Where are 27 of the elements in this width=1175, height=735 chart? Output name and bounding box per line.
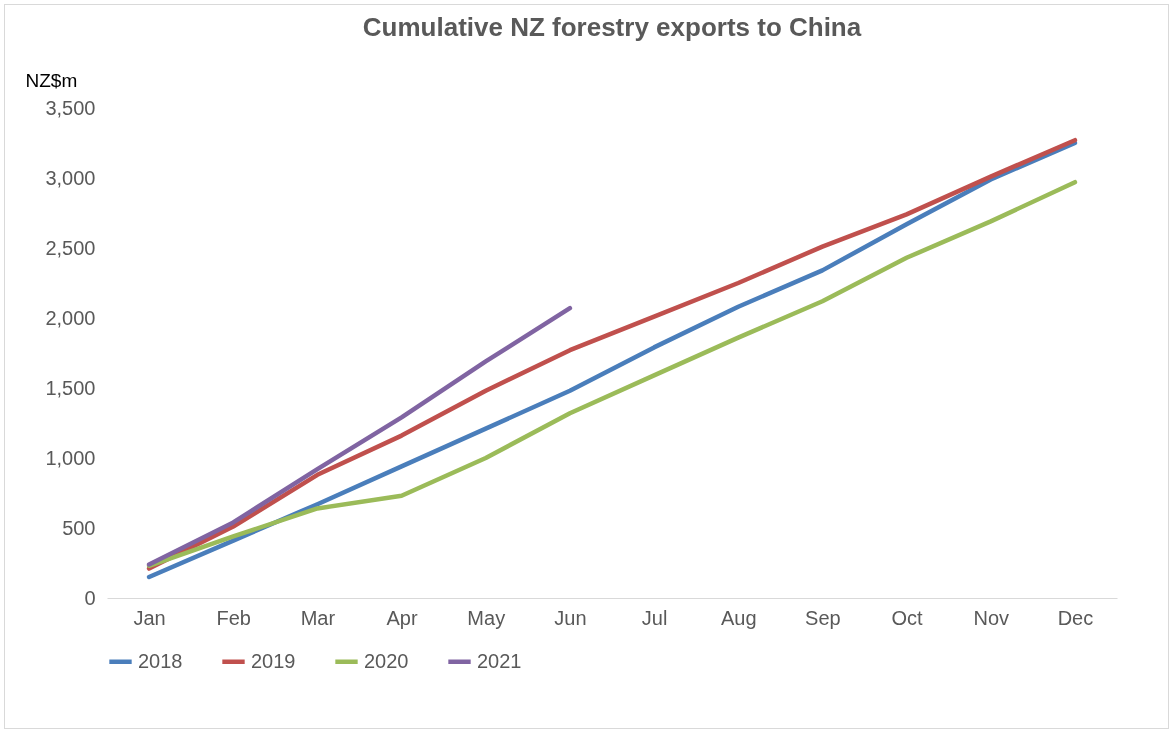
legend-label: 2021 — [477, 649, 522, 672]
y-tick-label: 2,000 — [45, 306, 96, 329]
x-tick-label: Jan — [133, 606, 166, 629]
y-tick-label: 3,000 — [45, 166, 96, 189]
x-tick-label: May — [467, 606, 506, 629]
legend-label: 2018 — [138, 649, 183, 672]
x-tick-label: Dec — [1057, 606, 1094, 629]
x-tick-label: Aug — [720, 606, 757, 629]
legend-label: 2020 — [364, 649, 409, 672]
y-tick-label: 1,500 — [45, 376, 96, 399]
x-tick-label: Mar — [300, 606, 336, 629]
x-tick-label: Nov — [973, 606, 1010, 629]
line-series — [146, 305, 573, 567]
chart-title: Cumulative NZ forestry exports to China — [362, 12, 862, 42]
x-tick-label: Apr — [386, 606, 418, 629]
y-tick-label: 2,500 — [45, 236, 96, 259]
x-tick-label: Jul — [641, 606, 668, 629]
y-tick-label: 3,500 — [45, 96, 96, 119]
y-tick-label: 0 — [84, 586, 96, 609]
x-tick-label: Sep — [805, 606, 841, 629]
legend-label: 2019 — [251, 649, 296, 672]
x-tick-label: Feb — [216, 606, 251, 629]
y-axis-title: NZ$m — [25, 69, 78, 91]
x-tick-label: Jun — [554, 606, 587, 629]
x-tick-label: Oct — [891, 606, 924, 629]
y-tick-label: 500 — [62, 516, 96, 539]
y-tick-label: 1,000 — [45, 446, 96, 469]
